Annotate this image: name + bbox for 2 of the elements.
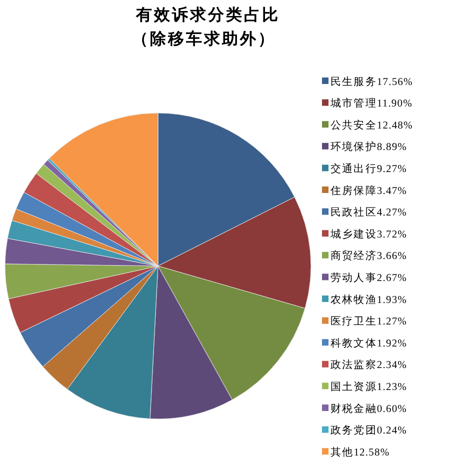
title: 有效诉求分类占比 <box>136 7 280 24</box>
subtitle: （除移车求助外） <box>132 31 276 48</box>
